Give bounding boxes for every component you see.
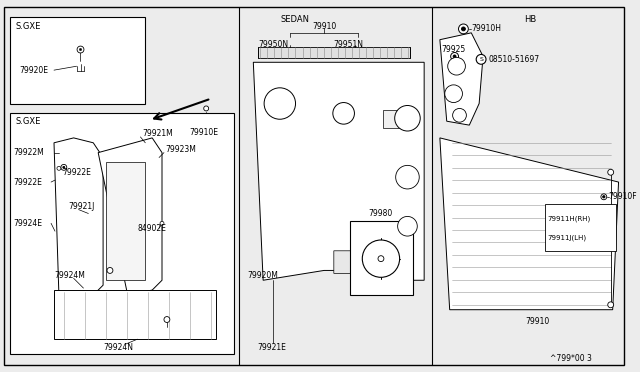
Circle shape — [264, 88, 296, 119]
Circle shape — [57, 166, 61, 170]
Circle shape — [396, 166, 419, 189]
Text: 79951N: 79951N — [334, 40, 364, 49]
Text: 79924M: 79924M — [54, 271, 85, 280]
Bar — [10, 113, 234, 354]
Text: S: S — [479, 57, 483, 62]
Ellipse shape — [271, 163, 298, 181]
Circle shape — [333, 103, 355, 124]
Text: 79910F: 79910F — [609, 192, 637, 201]
Polygon shape — [253, 62, 424, 280]
Circle shape — [160, 221, 164, 225]
Circle shape — [204, 106, 209, 111]
Bar — [383, 110, 412, 128]
Circle shape — [461, 27, 465, 31]
Circle shape — [362, 240, 399, 277]
Circle shape — [476, 54, 486, 64]
Circle shape — [378, 256, 384, 262]
Text: 79922E: 79922E — [13, 177, 43, 187]
Text: 79911J(LH): 79911J(LH) — [548, 235, 587, 241]
Text: 79921J: 79921J — [68, 202, 95, 211]
Text: 79910: 79910 — [525, 317, 550, 326]
Bar — [349, 221, 413, 295]
Polygon shape — [106, 163, 145, 280]
Circle shape — [397, 217, 417, 236]
Circle shape — [452, 108, 467, 122]
Circle shape — [445, 85, 463, 103]
Bar — [258, 46, 410, 58]
Text: 79924N: 79924N — [103, 343, 133, 352]
Circle shape — [608, 169, 614, 175]
Circle shape — [451, 52, 458, 60]
Polygon shape — [98, 138, 162, 295]
Text: 79920M: 79920M — [248, 271, 278, 280]
Text: 79950N: 79950N — [258, 40, 289, 49]
Text: 79924E: 79924E — [13, 219, 43, 228]
Text: 08510-51697: 08510-51697 — [489, 55, 540, 64]
Text: 79922E: 79922E — [62, 168, 91, 177]
Circle shape — [63, 166, 65, 168]
Circle shape — [164, 317, 170, 323]
Circle shape — [448, 57, 465, 75]
Text: 79910E: 79910E — [189, 128, 218, 138]
Text: 79911H(RH): 79911H(RH) — [548, 215, 591, 222]
Polygon shape — [54, 138, 103, 295]
Text: HB: HB — [524, 15, 536, 23]
Polygon shape — [54, 290, 216, 339]
Circle shape — [77, 46, 84, 53]
Circle shape — [79, 48, 82, 51]
Text: S.GXE: S.GXE — [16, 117, 41, 126]
Circle shape — [395, 106, 420, 131]
Text: 79921E: 79921E — [257, 343, 286, 352]
Circle shape — [61, 164, 67, 170]
Text: 79925: 79925 — [442, 45, 466, 54]
Text: 79921M: 79921M — [142, 129, 173, 138]
Circle shape — [458, 24, 468, 34]
Text: 79980: 79980 — [369, 209, 393, 218]
Bar — [545, 204, 616, 251]
Polygon shape — [440, 33, 483, 125]
Circle shape — [453, 55, 456, 58]
Circle shape — [601, 194, 607, 200]
Circle shape — [107, 267, 113, 273]
Text: ^799*00 3: ^799*00 3 — [550, 354, 592, 363]
Text: 84902E: 84902E — [138, 224, 166, 233]
Text: 79922M: 79922M — [13, 148, 45, 157]
Polygon shape — [334, 251, 371, 273]
Bar — [10, 17, 145, 103]
Text: 79910: 79910 — [312, 22, 336, 32]
Text: SEDAN: SEDAN — [280, 15, 309, 23]
Circle shape — [608, 302, 614, 308]
Text: S.GXE: S.GXE — [16, 22, 41, 32]
Text: 79923M: 79923M — [165, 145, 196, 154]
Polygon shape — [440, 138, 618, 310]
Circle shape — [603, 196, 605, 198]
Text: 79920E: 79920E — [20, 65, 49, 75]
Text: 79910H: 79910H — [471, 25, 501, 33]
